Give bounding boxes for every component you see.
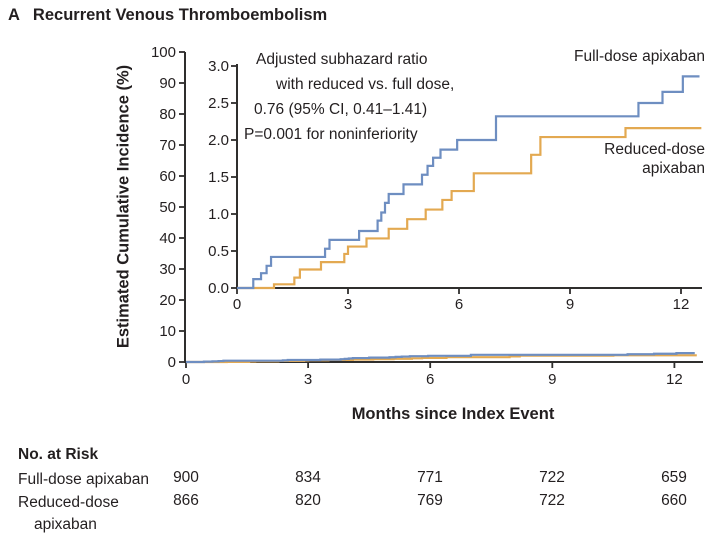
series-label-reduced-dose: Reduced-dose apixaban bbox=[604, 141, 705, 177]
main-y-tick-label: 30 bbox=[159, 261, 176, 278]
main-y-tick-label: 90 bbox=[159, 75, 176, 92]
main-x-tick-label: 3 bbox=[304, 371, 312, 388]
risk-value: 834 bbox=[295, 469, 321, 486]
main-y-tick-label: 100 bbox=[151, 44, 176, 61]
inset-y-tick-label: 0.5 bbox=[208, 243, 229, 260]
risk-value: 769 bbox=[417, 492, 443, 509]
main-x-tick-label: 9 bbox=[548, 371, 556, 388]
risk-row-label-full-dose: Full-dose apixaban bbox=[18, 471, 149, 488]
main-y-tick-label: 70 bbox=[159, 137, 176, 154]
main-y-tick-label: 80 bbox=[159, 106, 176, 123]
figure-title: A Recurrent Venous Thromboembolism bbox=[8, 6, 327, 25]
main-x-axis-label: Months since Index Event bbox=[351, 405, 555, 423]
inset-y-tick-label: 1.0 bbox=[208, 206, 229, 223]
main-y-tick-label: 60 bbox=[159, 168, 176, 185]
risk-row-label-reduced-dose: Reduced-dose apixaban bbox=[18, 494, 119, 533]
main-y-tick-label: 50 bbox=[159, 199, 176, 216]
inset-x-tick-label: 12 bbox=[673, 296, 690, 313]
series-full-dose-main-line bbox=[186, 352, 695, 364]
inset-x-tick-label: 6 bbox=[455, 296, 463, 313]
risk-value: 866 bbox=[173, 492, 199, 509]
main-y-axis-label: Estimated Cumulative Incidence (%) bbox=[114, 64, 133, 349]
inset-x-tick-label: 9 bbox=[566, 296, 574, 313]
annotation-line: Adjusted subhazard ratio bbox=[256, 51, 428, 68]
inset-x-tick-label: 0 bbox=[233, 296, 241, 313]
series-reduced-dose-inset-line bbox=[237, 127, 702, 290]
main-y-tick-label: 10 bbox=[159, 323, 176, 340]
inset-y-tick-label: 2.5 bbox=[208, 95, 229, 112]
risk-value: 659 bbox=[661, 469, 687, 486]
annotation-block: Adjusted subhazard ratio with reduced vs… bbox=[244, 47, 454, 147]
inset-y-tick-label: 0.0 bbox=[208, 280, 229, 297]
risk-value: 820 bbox=[295, 492, 321, 509]
risk-value: 900 bbox=[173, 469, 199, 486]
risk-value: 771 bbox=[417, 469, 443, 486]
series-full-dose-inset-line bbox=[237, 75, 700, 290]
main-x-tick-label: 0 bbox=[182, 371, 190, 388]
figure-title-text: Recurrent Venous Thromboembolism bbox=[32, 6, 328, 24]
main-y-tick-label: 20 bbox=[159, 292, 176, 309]
risk-value: 660 bbox=[661, 492, 687, 509]
series-label-full-dose: Full-dose apixaban bbox=[574, 48, 705, 65]
inset-y-tick-label: 1.5 bbox=[208, 169, 229, 186]
inset-y-tick-label: 2.0 bbox=[208, 132, 229, 149]
main-x-tick-label: 12 bbox=[666, 371, 683, 388]
risk-value: 722 bbox=[539, 492, 565, 509]
annotation-line: 0.76 (95% CI, 0.41–1.41) bbox=[254, 101, 428, 118]
risk-table-header: No. at Risk bbox=[18, 446, 99, 463]
main-x-tick-label: 6 bbox=[426, 371, 434, 388]
annotation-line: P=0.001 for noninferiority bbox=[244, 126, 418, 143]
annotation-line: with reduced vs. full dose, bbox=[276, 76, 455, 93]
inset-x-tick-label: 3 bbox=[344, 296, 352, 313]
main-y-tick-label: 0 bbox=[168, 354, 176, 371]
risk-value: 722 bbox=[539, 469, 565, 486]
inset-y-tick-label: 3.0 bbox=[208, 58, 229, 75]
main-y-tick-label: 40 bbox=[159, 230, 176, 247]
panel-letter: A bbox=[8, 6, 20, 24]
